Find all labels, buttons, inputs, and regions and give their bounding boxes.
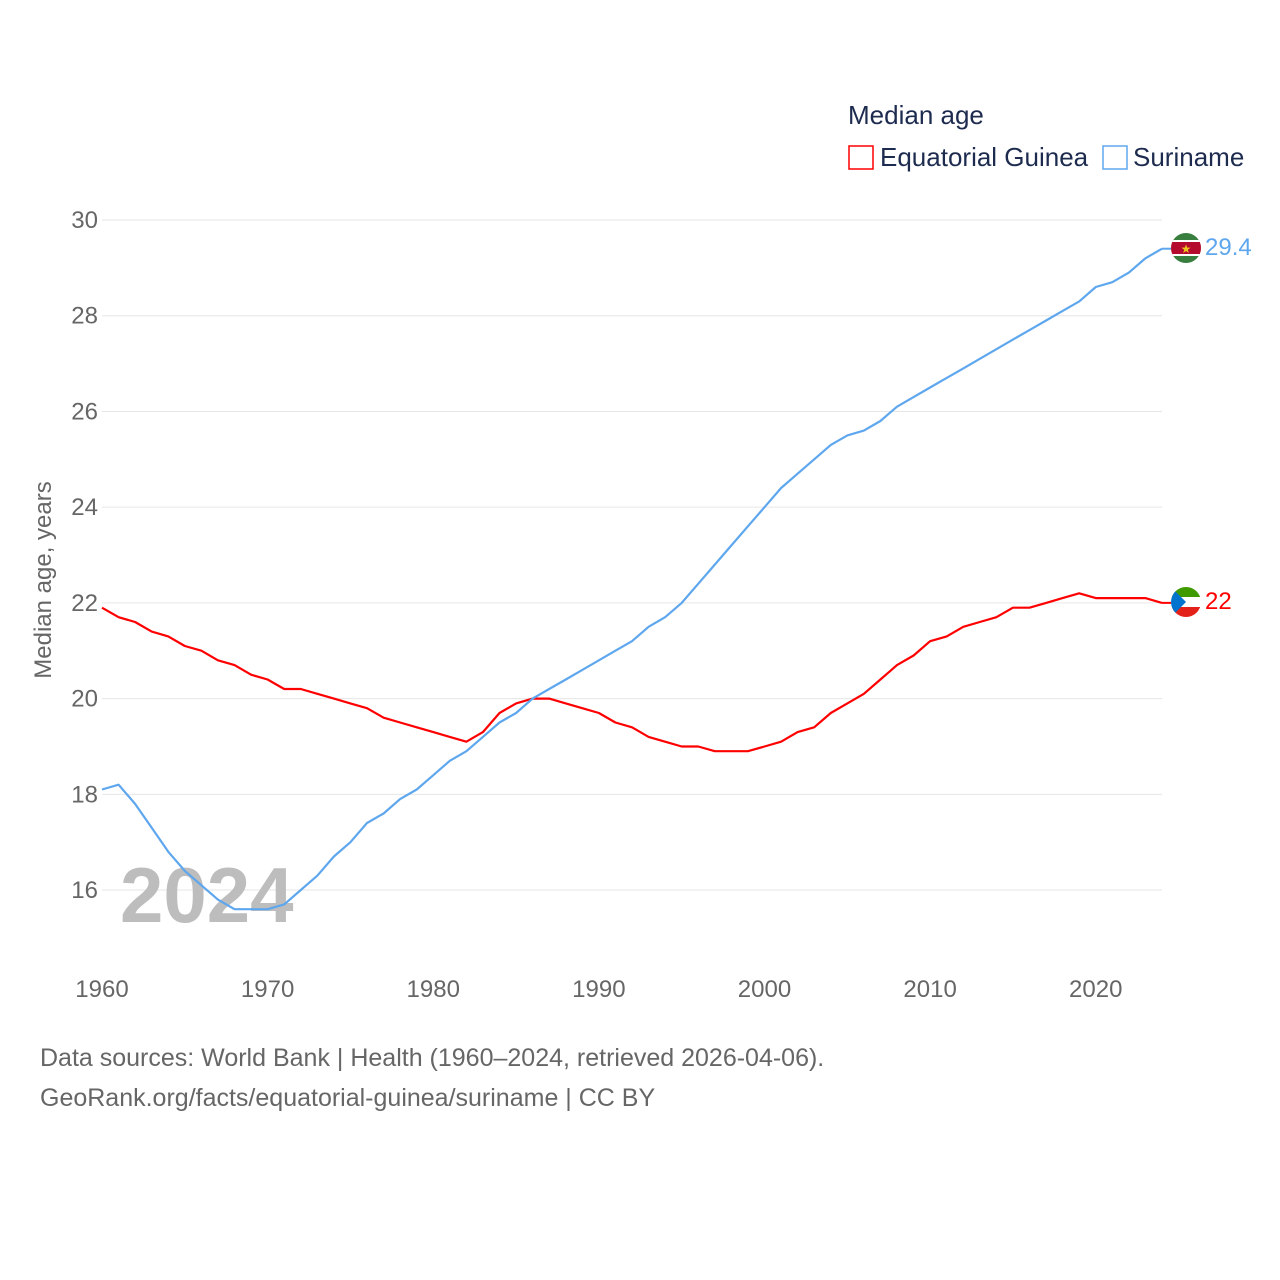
series-line-equatorial-guinea[interactable] bbox=[101, 592, 1163, 753]
x-tick-label: 2010 bbox=[903, 976, 956, 1003]
legend-title: Median age bbox=[848, 100, 984, 130]
x-tick-label: 1970 bbox=[241, 976, 294, 1003]
legend-swatch bbox=[1102, 145, 1128, 170]
end-label-equatorial-guinea: 22 bbox=[1205, 588, 1232, 615]
y-tick-label: 30 bbox=[71, 207, 98, 234]
y-tick-label: 28 bbox=[71, 303, 98, 330]
y-tick-label: 24 bbox=[71, 494, 98, 521]
y-tick-label: 22 bbox=[71, 590, 98, 617]
legend-label: Suriname bbox=[1133, 142, 1244, 172]
y-tick-label: 20 bbox=[71, 686, 98, 713]
y-tick-label: 18 bbox=[71, 781, 98, 808]
end-label-suriname: 29.4 bbox=[1205, 234, 1252, 261]
svg-text:★: ★ bbox=[1181, 242, 1192, 256]
series-line-suriname[interactable] bbox=[101, 247, 1163, 911]
legend-label: Equatorial Guinea bbox=[880, 142, 1089, 172]
y-axis-label: Median age, years bbox=[30, 481, 57, 678]
x-tick-label: 2000 bbox=[738, 976, 791, 1003]
x-tick-label: 1980 bbox=[407, 976, 460, 1003]
x-tick-label: 2020 bbox=[1069, 976, 1122, 1003]
legend-item-equatorial-guinea[interactable]: Equatorial Guinea bbox=[848, 142, 1089, 172]
legend-swatch bbox=[848, 145, 874, 170]
suriname-flag-icon: ★ bbox=[1171, 233, 1201, 263]
data-source-text: Data sources: World Bank | Health (1960–… bbox=[40, 1044, 825, 1072]
y-tick-label: 16 bbox=[71, 877, 98, 904]
x-tick-label: 1990 bbox=[572, 976, 625, 1003]
source-link[interactable]: GeoRank.org/facts/equatorial-guinea/suri… bbox=[40, 1084, 656, 1112]
year-watermark: 2024 bbox=[120, 851, 294, 939]
y-tick-label: 26 bbox=[71, 398, 98, 425]
legend-item-suriname[interactable]: Suriname bbox=[1102, 142, 1244, 172]
x-tick-label: 1960 bbox=[75, 976, 128, 1003]
equatorial-guinea-flag-icon bbox=[1171, 587, 1201, 617]
